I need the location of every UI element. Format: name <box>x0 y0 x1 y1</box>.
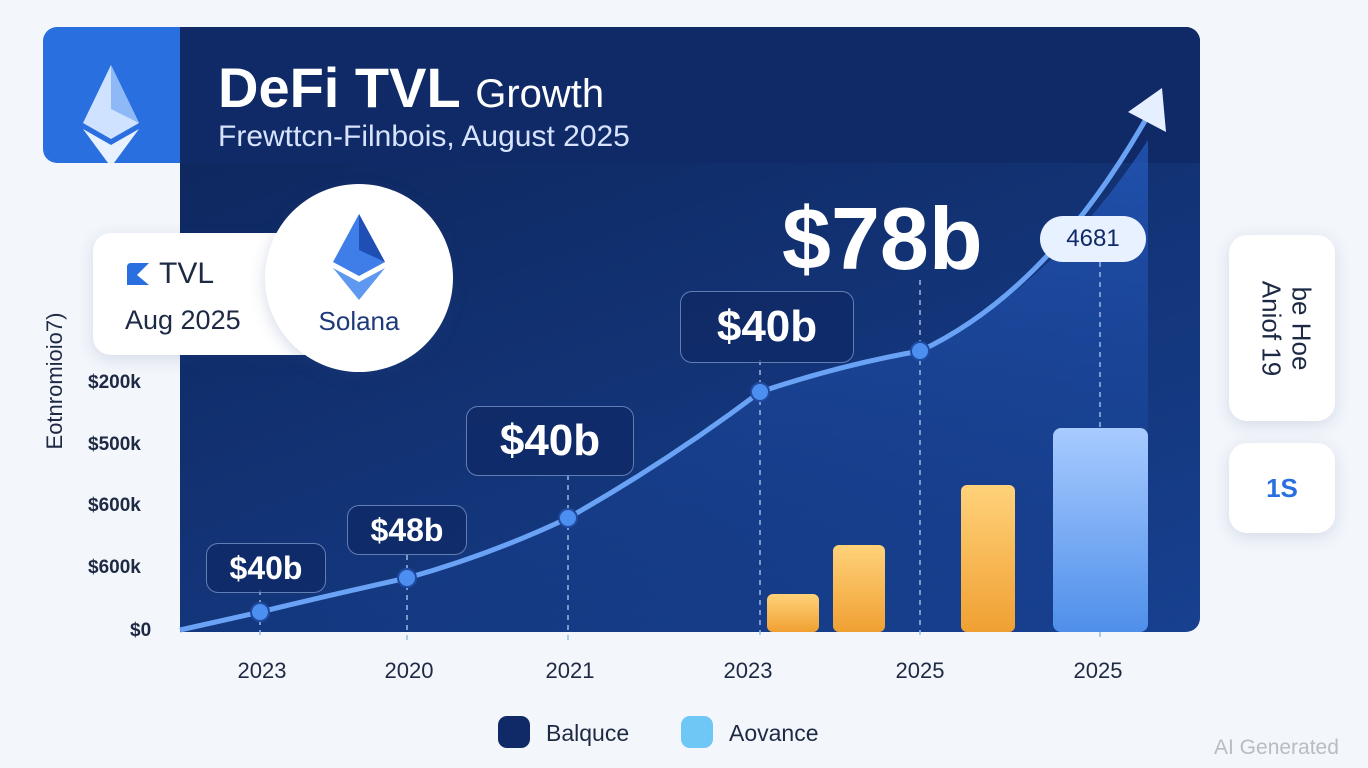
x-tick-label: 2025 <box>895 658 945 683</box>
title-suffix: Growth <box>475 72 605 116</box>
legend-label: Balquce <box>546 720 630 746</box>
side-text: be Hoe <box>1286 286 1317 371</box>
highlight-badge: 4681 <box>1040 216 1146 262</box>
footer: AI Generated <box>1214 736 1339 759</box>
side-card: Aniof 19 be Hoe <box>1229 235 1335 421</box>
y-tick-label: $600k <box>88 557 141 578</box>
subtitle: Frewttcn-Filnbois, August 2025 <box>218 120 630 153</box>
tvl-icon <box>127 263 149 285</box>
coins <box>767 428 1148 632</box>
side-badge-card: 1S <box>1229 443 1335 533</box>
eth-icon <box>333 214 385 300</box>
circle-card: Solana <box>265 184 453 372</box>
tvl-date: Aug 2025 <box>125 305 241 335</box>
y-axis-title: Eotnromioio7) <box>42 312 67 450</box>
area <box>180 140 1148 632</box>
point-label: $48b <box>347 505 467 555</box>
point-label: $40b <box>466 406 634 476</box>
legend-swatches <box>498 716 713 748</box>
x-tick-label: 2020 <box>384 658 434 683</box>
title: DeFi TVL Growth <box>218 55 604 120</box>
points <box>250 341 930 622</box>
eth-logo <box>83 65 139 167</box>
side-text: Aniof 19 <box>1256 280 1287 377</box>
highlight-label: $78b <box>782 189 983 288</box>
point-label: $40b <box>206 543 326 593</box>
arrow-head <box>1128 88 1166 132</box>
header-bar <box>180 27 1200 163</box>
x-tick-label: 2021 <box>545 658 595 683</box>
x-tick-label: 2025 <box>1073 658 1123 683</box>
side-badge: 1S <box>1266 473 1298 503</box>
x-tick-label: 2023 <box>723 658 773 683</box>
tvl-title: TVL <box>159 257 215 290</box>
y-tick-label: $600k <box>88 495 141 516</box>
x-tick-label: 2023 <box>237 658 287 683</box>
circle-label: Solana <box>318 306 400 336</box>
title-main: DeFi TVL <box>218 56 460 119</box>
legend-label: Aovance <box>729 720 819 746</box>
y-tick-label: $500k <box>88 434 141 455</box>
y-tick-label: $200k <box>88 372 141 393</box>
logo-block <box>43 27 180 167</box>
y-tick-label: $0 <box>130 620 152 641</box>
point-label: $40b <box>680 291 854 363</box>
